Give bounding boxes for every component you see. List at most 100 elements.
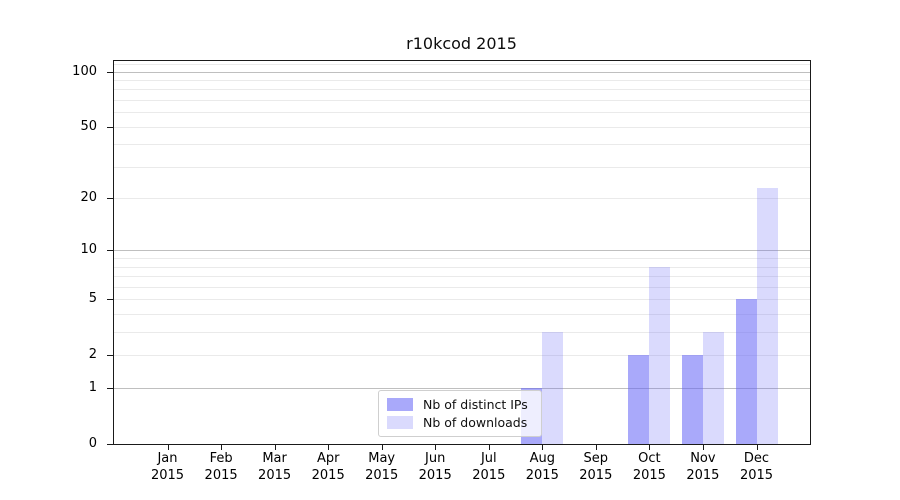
bar-series1-dec (756, 187, 778, 444)
gridline-minor-y2 (114, 355, 810, 357)
x-tick-year: 2015 (525, 468, 559, 483)
x-tick-label-sep: Sep 2015 (564, 450, 628, 484)
x-tick-month: Nov (690, 451, 716, 466)
y-tick-label-0: 0 (88, 436, 97, 451)
bar-series0-nov (681, 355, 703, 444)
x-tick-mark-apr (328, 445, 330, 450)
x-tick-label-apr: Apr 2015 (296, 450, 360, 484)
y-tick-mark-0 (107, 444, 113, 445)
y-tick-label-50: 50 (80, 118, 97, 134)
gridline-minor-y5 (114, 299, 810, 301)
x-tick-mark-jun (435, 445, 437, 450)
x-tick-year: 2015 (579, 468, 613, 483)
y-tick-label-100: 100 (72, 63, 97, 79)
x-tick-label-nov: Nov 2015 (671, 450, 735, 484)
y-tick-label-2: 2 (88, 347, 97, 363)
x-tick-mark-oct (649, 445, 651, 450)
x-tick-month: Oct (638, 451, 661, 466)
gridline-minor-y3 (114, 332, 810, 334)
x-tick-month: Dec (743, 451, 770, 466)
gridline-minor-y90 (114, 79, 810, 81)
gridline-minor-y6 (114, 286, 810, 288)
gridline-minor-y50 (114, 126, 810, 128)
legend-swatch-1 (387, 416, 413, 430)
x-tick-month: Jun (425, 451, 446, 466)
legend-item-0: Nb of distinct IPs (387, 397, 533, 412)
legend-swatch-0 (387, 397, 413, 411)
x-tick-mark-may (381, 445, 383, 450)
legend-item-1: Nb of downloads (387, 415, 533, 430)
y-tick-label-1: 1 (88, 380, 97, 396)
x-tick-year: 2015 (739, 468, 774, 483)
x-tick-year: 2015 (258, 468, 292, 483)
gridline-minor-y8 (114, 266, 810, 268)
x-tick-mark-nov (702, 445, 704, 450)
x-tick-month: Apr (316, 451, 340, 466)
x-tick-year: 2015 (418, 468, 452, 483)
x-tick-year: 2015 (365, 468, 399, 483)
y-tick-mark-5 (107, 299, 113, 301)
y-tick-label-20: 20 (80, 190, 97, 206)
legend-label-0: Nb of distinct IPs (423, 396, 528, 412)
bar-series0-dec (735, 299, 757, 444)
x-tick-year: 2015 (472, 468, 506, 483)
gridline-major-y10 (114, 250, 810, 252)
x-tick-month: May (368, 451, 396, 466)
x-tick-label-jun: Jun 2015 (403, 450, 467, 484)
x-tick-label-jan: Jan 2015 (136, 450, 200, 484)
x-tick-mark-mar (274, 445, 276, 450)
x-tick-label-dec: Dec 2015 (725, 450, 789, 484)
bar-series1-oct (649, 266, 671, 444)
y-tick-mark-100 (107, 71, 113, 73)
x-tick-label-jul: Jul 2015 (457, 450, 521, 484)
y-tick-mark-2 (107, 355, 113, 357)
gridline-minor-y30 (114, 166, 810, 168)
x-tick-month: Jul (480, 451, 497, 466)
y-tick-label-10: 10 (80, 242, 97, 258)
gridline-minor-y9 (114, 258, 810, 260)
x-tick-mark-dec (756, 445, 758, 450)
x-tick-year: 2015 (150, 468, 185, 483)
x-tick-month: Aug (529, 451, 555, 466)
plot-area (113, 60, 811, 445)
x-tick-mark-aug (542, 445, 544, 450)
gridline-minor-y70 (114, 99, 810, 101)
x-tick-year: 2015 (686, 468, 720, 483)
gridline-minor-y80 (114, 89, 810, 91)
x-tick-mark-sep (595, 445, 597, 450)
x-tick-mark-jan (167, 445, 169, 450)
gridline-minor-y20 (114, 198, 810, 200)
gridline-major-y1 (114, 388, 810, 390)
x-tick-year: 2015 (632, 468, 666, 483)
y-tick-mark-10 (107, 250, 113, 252)
x-tick-mark-feb (221, 445, 223, 450)
gridline-minor-y4 (114, 314, 810, 316)
x-tick-month: Mar (262, 451, 287, 466)
y-tick-mark-1 (107, 388, 113, 390)
y-tick-mark-50 (107, 126, 113, 128)
legend-label-1: Nb of downloads (423, 415, 528, 431)
x-tick-label-feb: Feb 2015 (189, 450, 253, 484)
y-tick-label-5: 5 (88, 291, 97, 307)
gridline-minor-y110 (114, 63, 810, 65)
legend: Nb of distinct IPs Nb of downloads (378, 390, 542, 437)
chart-title: r10kcod 2015 (406, 34, 517, 53)
x-tick-mark-jul (488, 445, 490, 450)
bar-series1-aug (542, 332, 564, 444)
bar-series0-oct (628, 355, 650, 444)
gridline-minor-y40 (114, 144, 810, 146)
x-tick-label-mar: Mar 2015 (243, 450, 307, 484)
x-tick-month: Feb (209, 451, 233, 466)
x-tick-label-may: May 2015 (350, 450, 414, 484)
gridline-major-y100 (114, 71, 810, 73)
gridline-minor-y60 (114, 112, 810, 114)
bar-series1-nov (702, 332, 724, 444)
gridline-minor-y7 (114, 276, 810, 278)
x-tick-year: 2015 (204, 468, 238, 483)
x-tick-year: 2015 (311, 468, 345, 483)
x-tick-month: Sep (583, 451, 609, 466)
x-tick-label-aug: Aug 2015 (510, 450, 574, 484)
y-tick-mark-20 (107, 198, 113, 200)
x-tick-label-oct: Oct 2015 (617, 450, 681, 484)
